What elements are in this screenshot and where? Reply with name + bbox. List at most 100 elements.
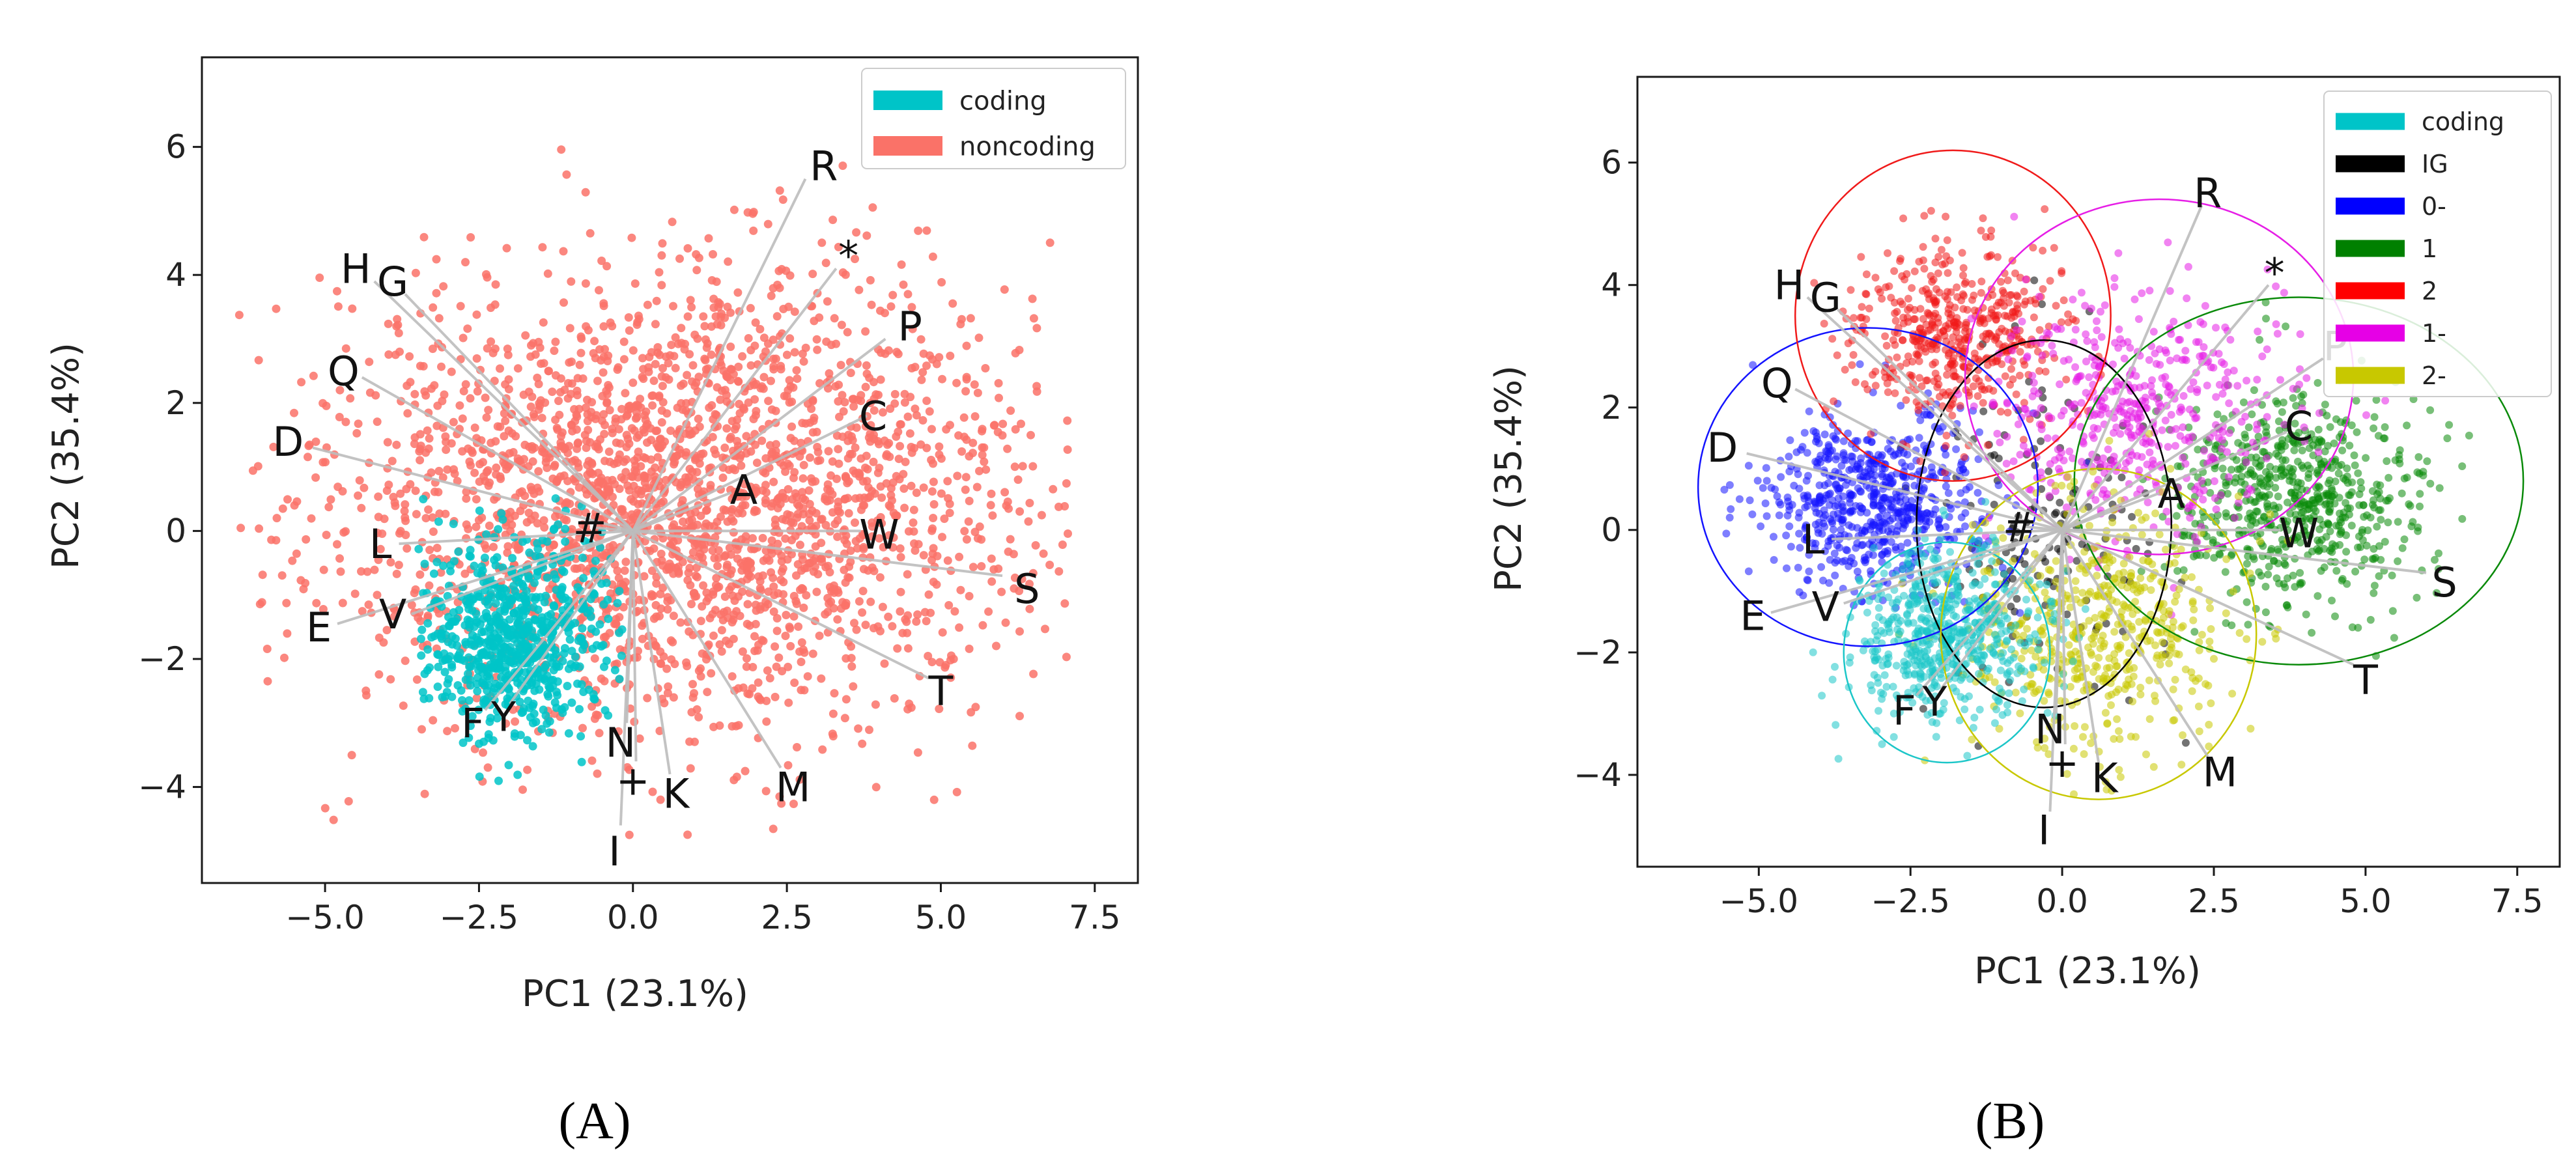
data-point bbox=[707, 669, 716, 678]
data-point bbox=[517, 637, 526, 646]
data-point bbox=[555, 410, 564, 419]
data-point bbox=[341, 344, 350, 353]
data-point bbox=[685, 350, 694, 359]
data-point bbox=[2210, 553, 2218, 562]
loading-line-A bbox=[632, 491, 732, 533]
data-point bbox=[2388, 571, 2396, 580]
data-point bbox=[492, 463, 501, 472]
data-point bbox=[540, 523, 549, 532]
data-point bbox=[840, 714, 849, 723]
data-point bbox=[771, 515, 780, 524]
data-point bbox=[789, 612, 799, 621]
data-point bbox=[419, 495, 428, 503]
data-point bbox=[578, 520, 587, 529]
data-point bbox=[774, 653, 784, 662]
data-point bbox=[752, 458, 761, 468]
data-point bbox=[851, 443, 860, 452]
data-point bbox=[2273, 399, 2282, 408]
data-point bbox=[545, 728, 554, 737]
data-point bbox=[526, 402, 535, 412]
data-point bbox=[1026, 430, 1035, 440]
data-point bbox=[434, 517, 443, 526]
data-point bbox=[472, 522, 481, 531]
data-point bbox=[2304, 470, 2313, 479]
data-point bbox=[668, 217, 677, 227]
data-point bbox=[321, 458, 330, 467]
data-point bbox=[1785, 468, 1794, 475]
data-point bbox=[917, 375, 926, 384]
data-point bbox=[929, 477, 938, 486]
data-point bbox=[1799, 591, 1807, 600]
data-point bbox=[900, 398, 909, 407]
data-point bbox=[1854, 464, 1863, 473]
data-point bbox=[828, 216, 838, 225]
data-point bbox=[2132, 544, 2140, 553]
data-point bbox=[432, 288, 441, 298]
data-point bbox=[2359, 501, 2368, 509]
data-point bbox=[1891, 389, 1899, 397]
loading-line-D bbox=[312, 446, 634, 533]
data-point bbox=[548, 675, 558, 684]
data-point bbox=[717, 386, 726, 395]
data-point bbox=[2247, 453, 2256, 462]
data-point bbox=[1761, 499, 1770, 507]
data-point bbox=[374, 555, 383, 565]
loading-label: M bbox=[776, 764, 811, 811]
data-point bbox=[2465, 431, 2473, 440]
data-point bbox=[444, 621, 453, 630]
data-point bbox=[1887, 479, 1895, 488]
data-point bbox=[911, 546, 920, 555]
data-point bbox=[2241, 430, 2249, 439]
data-point bbox=[802, 591, 811, 600]
data-point bbox=[573, 444, 582, 453]
data-point bbox=[355, 476, 364, 485]
data-point bbox=[491, 679, 500, 688]
data-point bbox=[795, 501, 804, 511]
data-point bbox=[423, 426, 432, 435]
data-point bbox=[568, 457, 577, 466]
data-point bbox=[686, 296, 695, 305]
data-point bbox=[916, 335, 926, 344]
data-point bbox=[484, 406, 493, 415]
data-point bbox=[730, 596, 739, 605]
data-point bbox=[964, 517, 973, 526]
data-point bbox=[322, 531, 331, 539]
data-point bbox=[678, 405, 687, 414]
data-point bbox=[2243, 598, 2251, 606]
data-point bbox=[978, 451, 987, 460]
data-point bbox=[2363, 511, 2371, 520]
data-point bbox=[1746, 496, 1754, 505]
data-point bbox=[451, 723, 459, 733]
data-point bbox=[720, 443, 729, 453]
loading-label: C bbox=[859, 392, 887, 440]
data-point bbox=[2434, 565, 2442, 573]
data-point bbox=[862, 231, 871, 240]
data-point bbox=[734, 684, 743, 693]
data-point bbox=[1882, 283, 1890, 292]
data-point bbox=[878, 408, 887, 417]
data-point bbox=[1015, 507, 1025, 516]
data-point bbox=[752, 606, 761, 615]
data-point bbox=[918, 368, 927, 377]
data-point bbox=[530, 489, 539, 498]
data-point bbox=[952, 787, 961, 796]
data-point bbox=[1031, 541, 1040, 550]
data-point bbox=[2252, 497, 2260, 506]
data-point bbox=[847, 662, 856, 671]
data-point bbox=[2262, 423, 2271, 431]
data-point bbox=[710, 553, 719, 563]
data-point bbox=[1759, 484, 1767, 492]
data-point bbox=[543, 537, 552, 546]
data-point bbox=[464, 653, 473, 662]
data-point bbox=[548, 387, 557, 397]
data-point bbox=[896, 441, 905, 451]
loading-line-C bbox=[632, 414, 868, 533]
data-point bbox=[617, 404, 626, 413]
data-point bbox=[428, 513, 437, 522]
data-point bbox=[2396, 459, 2404, 468]
data-point bbox=[688, 680, 697, 689]
data-point bbox=[909, 505, 918, 514]
data-point bbox=[2370, 555, 2378, 563]
data-point bbox=[421, 514, 431, 523]
data-point bbox=[1025, 580, 1034, 589]
